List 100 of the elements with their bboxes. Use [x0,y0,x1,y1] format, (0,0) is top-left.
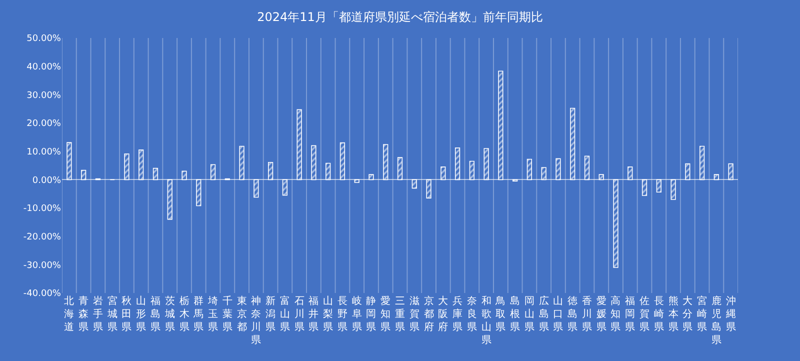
x-tick-label: 熊本県 [668,295,678,333]
x-tick-label: 岐阜県 [352,295,362,333]
bar [714,174,719,180]
x-tick-label: 大分県 [682,295,693,333]
bar [182,170,187,180]
x-tick-label: 茨城県 [164,295,175,333]
x-tick-label: 香川県 [582,295,592,333]
bar [167,179,172,220]
bar [613,179,618,268]
x-tick-label: 長野県 [337,296,348,333]
y-tick-label: 30.00% [26,90,62,101]
bar [670,179,676,200]
x-tick-label: 静岡県 [366,295,376,333]
x-tick-label: 兵庫県 [452,295,463,333]
x-tick-label: 岡山県 [524,296,534,333]
x-tick-label: 石川県 [294,296,304,333]
bar [556,158,561,180]
x-tick-label: 徳島県 [568,296,578,333]
bar [196,179,202,206]
x-tick-label: 滋賀県 [409,295,420,333]
y-tick-label: -40.00% [23,289,62,300]
bar [412,179,417,189]
x-tick-label: 福井県 [308,295,319,333]
y-tick-label: -10.00% [23,204,62,214]
y-tick-label: 0.00% [32,176,62,186]
bar [628,166,633,180]
bar [326,162,331,180]
bar [426,179,432,198]
x-tick-label: 福岡県 [625,295,636,333]
bar [541,167,546,180]
bar [340,142,346,180]
x-tick-label: 群馬県 [192,295,204,333]
x-tick-label: 広島県 [538,295,549,333]
bar [383,144,388,180]
x-tick-label: 和歌山県 [481,295,492,346]
bar [570,108,576,180]
bar [311,145,316,180]
x-tick-label: 京都府 [424,295,434,333]
x-tick-label: 山形県 [136,295,146,333]
x-tick-label: 宮崎県 [697,295,708,333]
bar [152,168,158,180]
x-tick-label: 奈良県 [466,296,477,333]
x-tick-label: 鹿児島県 [711,295,722,346]
x-tick-label: 沖縄県 [724,295,736,333]
x-tick-label: 山口県 [553,295,564,333]
bar [656,179,662,193]
x-tick-label: 青森県 [78,295,89,333]
bar [296,109,302,180]
x-tick-label: 神奈川県 [251,295,262,346]
x-tick-label: 山梨県 [323,295,334,333]
bar [699,146,705,180]
bar [268,162,274,180]
bar [526,158,532,180]
bar [498,70,504,180]
x-tick-label: 栃木県 [179,295,190,333]
bar [254,179,259,198]
bar [124,153,130,180]
x-tick-label: 埼玉県 [207,295,218,333]
x-tick-label: 愛媛県 [596,295,606,333]
y-tick-label: -20.00% [23,232,62,242]
x-tick-label: 富山県 [280,295,290,333]
y-tick-label: 10.00% [26,147,62,158]
y-tick-label: 40.00% [26,62,62,72]
bar [584,156,590,180]
chart-title: 2024年11月「都道府県別延べ宿泊者数」前年同期比 [257,10,543,24]
bar [81,170,86,180]
x-tick-label: 長崎県 [654,296,664,333]
bar [397,157,403,180]
x-tick-label: 福島県 [150,295,160,333]
x-tick-label: 東京都 [236,295,247,333]
y-tick-label: -30.00% [23,260,62,271]
bar [598,174,604,180]
x-tick-label: 千葉県 [222,295,232,333]
x-tick-label: 岩手県 [92,295,103,333]
bar [138,150,144,180]
x-tick-label: 島根県 [510,295,520,333]
y-tick-label: 50.00% [26,34,62,44]
x-tick-label: 北海道 [64,295,74,333]
bar [454,148,460,180]
y-tick-label: 20.00% [26,119,62,130]
bar [728,163,734,180]
x-tick-label: 高知県 [610,295,621,333]
bar [66,142,72,180]
bar [484,148,489,180]
x-tick-label: 秋田県 [122,295,132,333]
bar [368,174,374,180]
bar [239,146,244,180]
bar [210,164,216,180]
x-tick-label: 宮城県 [106,295,118,333]
x-tick-label: 佐賀県 [640,296,650,333]
x-tick-label: 鳥取県 [494,295,506,333]
bar [642,179,648,196]
x-tick-label: 三重県 [395,296,405,333]
x-tick-label: 新潟県 [266,295,276,333]
bar [354,179,360,183]
x-tick-label: 愛知県 [380,295,391,333]
bar [440,166,446,180]
x-tick-label: 大阪府 [438,295,448,333]
bar [685,163,690,180]
bar [282,179,288,196]
